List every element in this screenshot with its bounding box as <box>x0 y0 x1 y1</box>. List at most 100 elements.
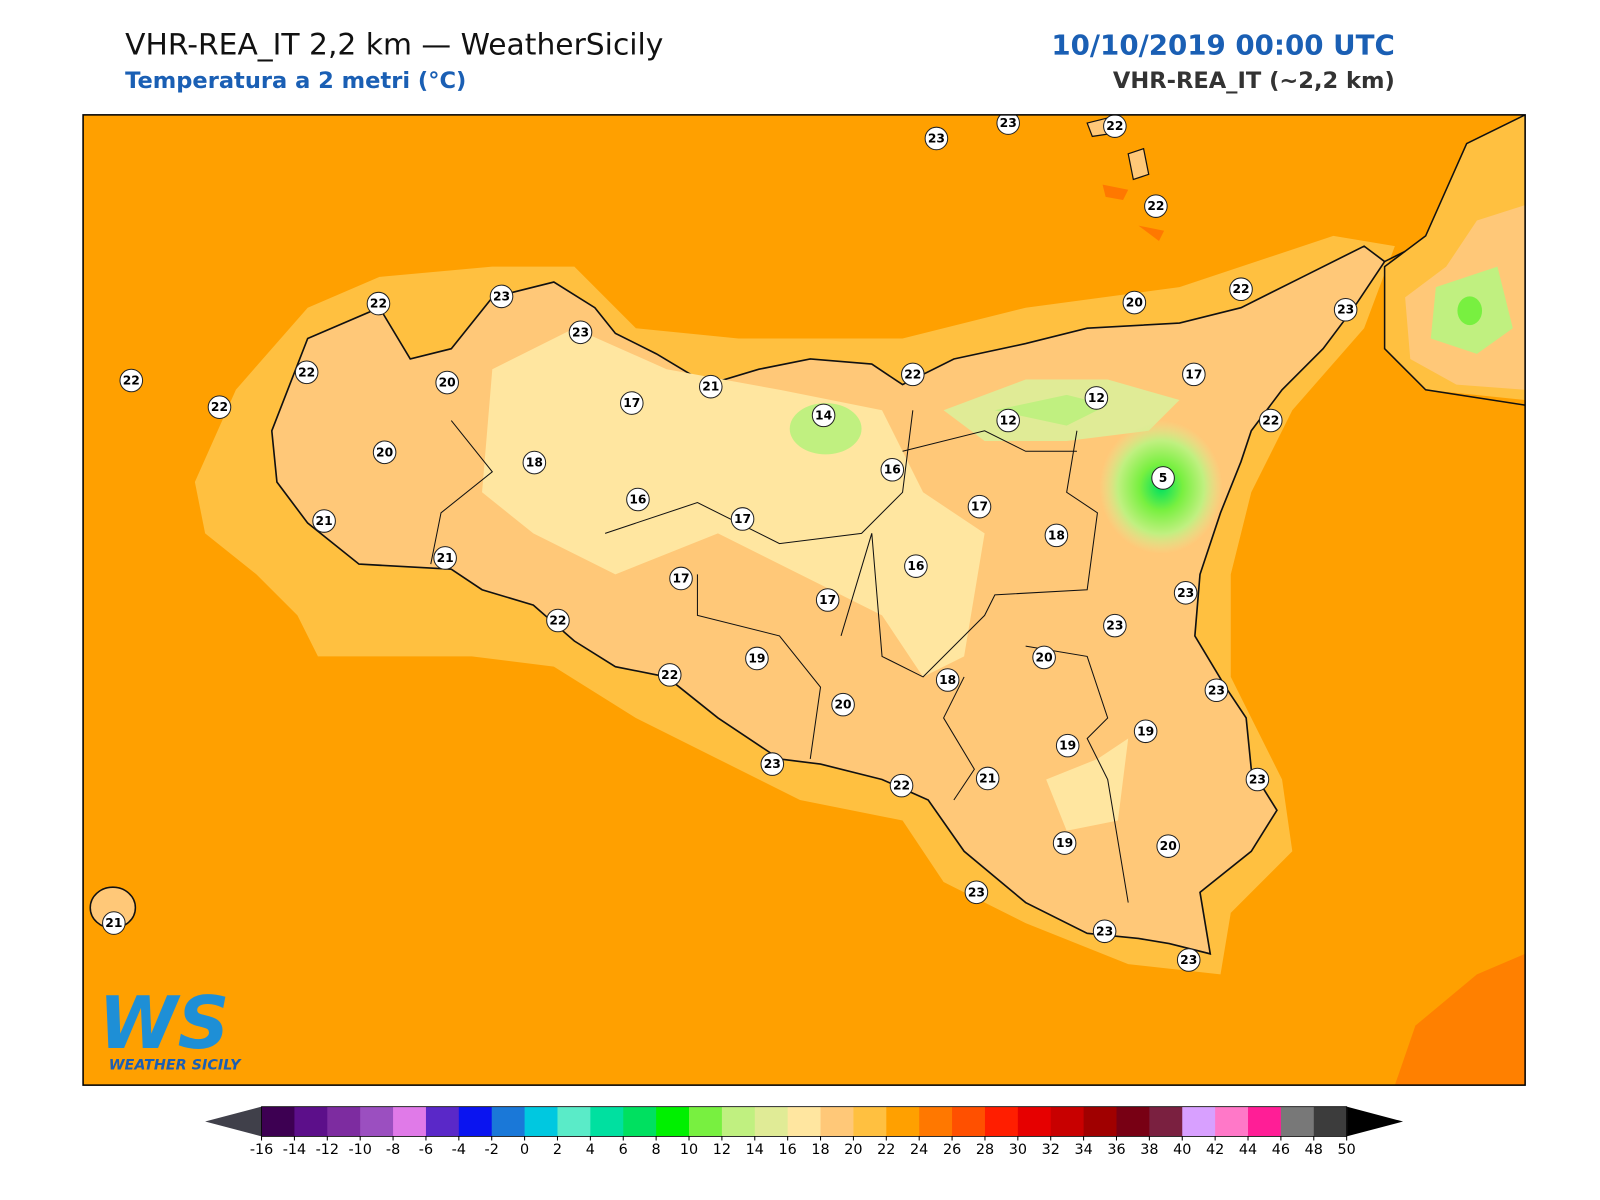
station-value: 21 <box>702 380 719 394</box>
colorbar-segment <box>1116 1106 1150 1137</box>
station-value: 23 <box>928 131 945 145</box>
nebrodi-cold <box>994 394 1108 426</box>
station-marker <box>760 752 785 776</box>
station: 17 <box>815 588 840 612</box>
colorbar-segment <box>919 1106 953 1137</box>
station-marker <box>312 509 336 533</box>
colorbar-tick-label: 30 <box>1009 1142 1027 1158</box>
station: 21 <box>433 546 457 570</box>
colorbar-segment <box>524 1106 558 1137</box>
station-value: 22 <box>1232 282 1249 296</box>
inland-cool <box>482 328 985 677</box>
station-value: 16 <box>907 559 924 573</box>
colorbar-segment <box>360 1106 394 1137</box>
station: 18 <box>935 668 960 692</box>
colorbar-segment <box>557 1106 591 1137</box>
colorbar-segment <box>1083 1106 1118 1137</box>
station-marker <box>964 880 989 905</box>
station-marker <box>626 487 650 512</box>
station-value: 23 <box>1106 619 1123 633</box>
colorbar-segment <box>327 1106 361 1137</box>
station: 12 <box>1084 386 1109 410</box>
station-marker <box>119 368 144 393</box>
colorbar-tick-label: 14 <box>746 1142 764 1158</box>
station-value: 23 <box>1177 586 1194 600</box>
station-value: 18 <box>526 456 543 470</box>
station-marker <box>522 450 547 475</box>
colorbar-segment <box>820 1106 854 1137</box>
station-value: 19 <box>1059 739 1076 753</box>
station: 22 <box>294 360 319 385</box>
station-marker <box>1258 408 1283 433</box>
station-marker <box>924 126 949 151</box>
station-marker <box>1229 277 1253 302</box>
station-marker <box>669 566 693 591</box>
station-marker <box>1133 719 1158 744</box>
station: 23 <box>1092 919 1117 944</box>
station-value: 22 <box>1147 199 1164 213</box>
station: 21 <box>312 509 336 533</box>
colorbar-tick-label: 22 <box>877 1142 895 1158</box>
station: 23 <box>996 114 1020 135</box>
colorbar-tick-label: -10 <box>348 1142 371 1158</box>
station: 22 <box>366 291 391 316</box>
station: 23 <box>1103 613 1127 638</box>
station-value: 21 <box>105 916 122 930</box>
colorbar-segment <box>623 1106 657 1137</box>
station-marker <box>730 507 755 531</box>
station-value: 16 <box>884 463 901 477</box>
station-marker <box>1052 831 1077 855</box>
station: 18 <box>522 450 547 475</box>
warm-sea <box>1102 184 1165 242</box>
station-marker <box>815 588 840 612</box>
station: 22 <box>1144 194 1168 218</box>
station: 23 <box>1173 581 1198 605</box>
colorbar-segment <box>1215 1106 1249 1137</box>
station: 21 <box>975 766 1000 791</box>
map: 23 23 22 22 22 23 23 22 22 20 22 20 17 21 18 14 22 20 22 23… <box>83 114 1526 1086</box>
colorbar-segment <box>1248 1106 1282 1137</box>
station: 22 <box>889 773 914 798</box>
station-marker <box>435 370 459 395</box>
colorbar-segment <box>1313 1106 1348 1137</box>
station-value: 12 <box>1088 391 1105 405</box>
colorbar-tick-label: 4 <box>586 1142 595 1158</box>
station-value: 22 <box>211 400 228 414</box>
colorbar-segment <box>1182 1106 1216 1137</box>
station: 23 <box>1245 767 1270 792</box>
colorbar-tick-label: -14 <box>283 1142 306 1158</box>
station-value: 17 <box>734 512 751 526</box>
station: 22 <box>546 608 570 633</box>
colorbar-segment <box>886 1106 920 1137</box>
station: 20 <box>372 440 397 465</box>
logo-name: WEATHER SICILY <box>109 1058 242 1074</box>
colorbar-segment <box>458 1106 493 1137</box>
colorbar-tick-label: 12 <box>713 1142 731 1158</box>
station-marker <box>1044 523 1069 548</box>
colorbar-segment <box>261 1106 295 1137</box>
station-marker <box>1333 297 1358 322</box>
station: 20 <box>1122 290 1147 315</box>
station-value: 22 <box>298 365 315 379</box>
station-marker <box>880 457 905 482</box>
station-marker <box>935 668 960 692</box>
hyblean-cool <box>1046 738 1129 831</box>
colorbar: -16 -14 -12 -10 -8 -6 -4 -2 0 2 4 6 8 10 12 14 16 18 20 22 2… <box>205 1106 1404 1158</box>
colorbar-over <box>1346 1106 1404 1137</box>
station: 17 <box>669 566 693 591</box>
station: 23 <box>568 320 593 345</box>
subtitle: Temperatura a 2 metri (°C) <box>125 68 466 94</box>
calabria-cold <box>1457 296 1483 326</box>
station-value: 22 <box>893 779 910 793</box>
station-marker <box>1144 194 1168 218</box>
station-value: 22 <box>549 614 566 628</box>
station: 17 <box>1182 362 1206 387</box>
station-marker <box>1032 645 1056 670</box>
station-value: 23 <box>1000 116 1017 130</box>
colorbar-segment <box>754 1106 789 1137</box>
station-marker <box>967 494 992 519</box>
station-value: 17 <box>971 500 988 514</box>
title: VHR-REA_IT 2,2 km — WeatherSicily <box>125 27 663 62</box>
station-marker <box>207 395 232 419</box>
station-marker <box>975 766 1000 791</box>
